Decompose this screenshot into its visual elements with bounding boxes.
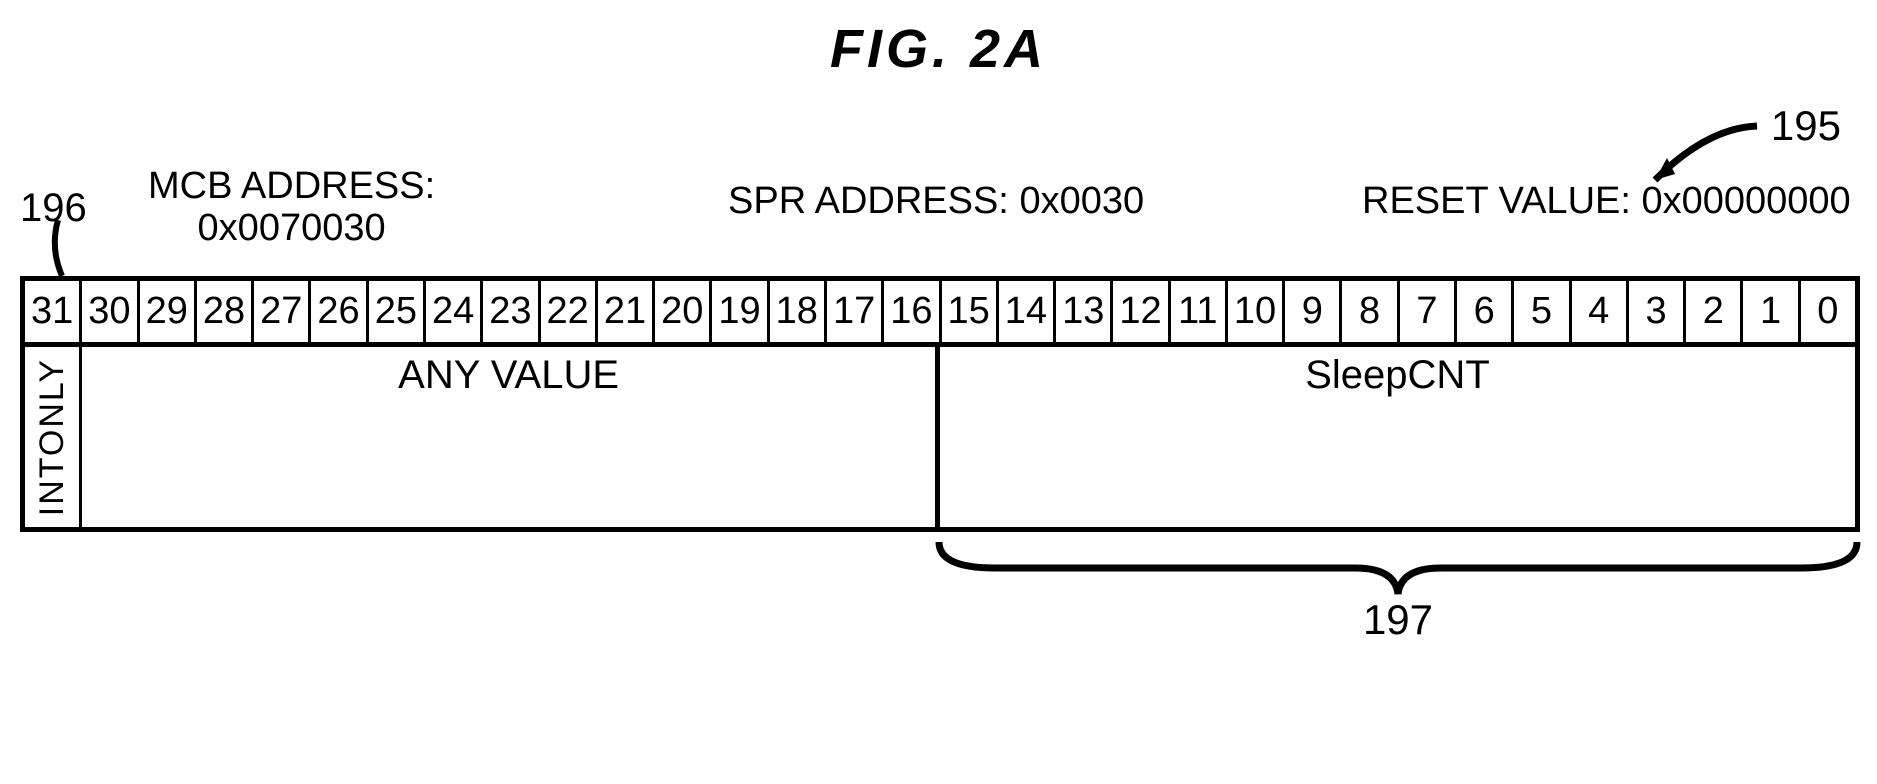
field-intonly: INTONLY <box>25 347 82 527</box>
bit-cell: 1 <box>1743 281 1800 342</box>
bit-cell: 10 <box>1228 281 1285 342</box>
field-row: INTONLY ANY VALUE SleepCNT <box>25 347 1855 527</box>
bit-cell: 20 <box>655 281 712 342</box>
spr-address: SPR ADDRESS: 0x0030 <box>728 180 1144 223</box>
bit-cell: 21 <box>598 281 655 342</box>
bit-cell: 12 <box>1113 281 1170 342</box>
bit-cell: 2 <box>1686 281 1743 342</box>
spr-label: SPR ADDRESS: <box>728 180 1009 222</box>
bit-cell: 15 <box>942 281 999 342</box>
bit-cell: 13 <box>1056 281 1113 342</box>
bit-cell: 22 <box>541 281 598 342</box>
ref-196-leader-icon <box>48 218 88 278</box>
bit-cell: 27 <box>254 281 311 342</box>
bit-cell: 7 <box>1400 281 1457 342</box>
bit-cell: 24 <box>426 281 483 342</box>
bit-cell: 18 <box>770 281 827 342</box>
bit-cell: 31 <box>25 281 82 342</box>
bit-cell: 16 <box>884 281 941 342</box>
bit-cell: 29 <box>140 281 197 342</box>
ref-197: 197 <box>935 596 1861 644</box>
bit-cell: 14 <box>999 281 1056 342</box>
figure-title: FIG. 2A <box>0 18 1877 80</box>
reset-label: RESET VALUE: <box>1362 180 1631 222</box>
bit-cell: 19 <box>712 281 769 342</box>
bit-cell: 6 <box>1457 281 1514 342</box>
field-intonly-label: INTONLY <box>33 358 72 516</box>
bit-cell: 5 <box>1514 281 1571 342</box>
register-diagram: 31 30 29 28 27 26 25 24 23 22 21 20 19 1… <box>20 276 1860 532</box>
bit-cell: 17 <box>827 281 884 342</box>
spr-value: 0x0030 <box>1019 180 1144 222</box>
bit-cell: 3 <box>1629 281 1686 342</box>
bit-cell: 8 <box>1342 281 1399 342</box>
bit-cell: 25 <box>369 281 426 342</box>
bit-cell: 26 <box>311 281 368 342</box>
reset-value: RESET VALUE: 0x00000000 <box>1362 180 1851 223</box>
bit-cell: 28 <box>197 281 254 342</box>
mcb-label: MCB ADDRESS: <box>148 165 435 207</box>
mcb-value: 0x0070030 <box>198 207 386 249</box>
ref-195: 195 <box>1771 102 1841 150</box>
bit-cell: 11 <box>1171 281 1228 342</box>
bit-cell: 9 <box>1285 281 1342 342</box>
mcb-address: MCB ADDRESS: 0x0070030 <box>148 166 435 250</box>
register-header: 196 MCB ADDRESS: 0x0070030 SPR ADDRESS: … <box>20 178 1860 258</box>
bit-cell: 30 <box>82 281 139 342</box>
field-any-value: ANY VALUE <box>82 347 940 527</box>
field-sleepcnt: SleepCNT <box>940 347 1855 527</box>
reset-value-text: 0x00000000 <box>1641 180 1850 222</box>
bit-index-row: 31 30 29 28 27 26 25 24 23 22 21 20 19 1… <box>25 281 1855 347</box>
bit-cell: 0 <box>1801 281 1855 342</box>
bit-cell: 4 <box>1572 281 1629 342</box>
bit-cell: 23 <box>483 281 540 342</box>
